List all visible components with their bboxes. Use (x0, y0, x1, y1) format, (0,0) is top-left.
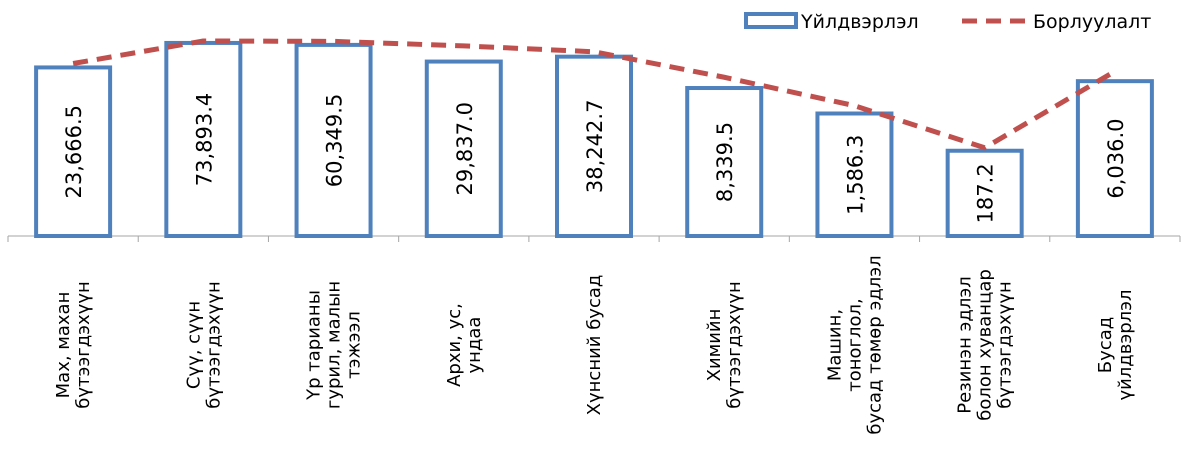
category-label: Хүнсний бусад (584, 275, 605, 416)
category-label: Архи, ус, (444, 303, 465, 387)
line-sales (72, 38, 1117, 151)
bar-production (555, 54, 633, 238)
bar-value-label: 73,893.4 (192, 93, 216, 187)
category-label: бусад төмөр эдлэл (864, 255, 885, 434)
category-label: Сүү, сүүн (183, 301, 204, 389)
category-label: тоноглол, (844, 298, 865, 391)
category-label: Химийн (704, 309, 725, 382)
category-label: Мах, махан (53, 292, 74, 399)
legend-label-sales: Борлуулалт (1033, 11, 1151, 33)
legend-bar-swatch (744, 12, 798, 29)
bar-value-label: 38,242.7 (583, 100, 607, 194)
category-label: ундаа (464, 317, 485, 374)
bar-production (294, 42, 373, 239)
category-label: үйлдвэрлэл (1115, 289, 1136, 400)
bar-value-label: 60,349.5 (323, 94, 347, 188)
category-label: тэжээл (344, 311, 365, 379)
category-label: бүтээгдэхүүн (724, 281, 745, 409)
category-label: бүтээгдэхүүн (73, 281, 94, 409)
bar-value-label: 1,586.3 (843, 135, 867, 215)
bar-production (424, 59, 503, 239)
category-label: Үр тарианы (304, 290, 325, 401)
category-label: Бусад (1095, 317, 1116, 373)
bar-production (34, 65, 113, 238)
plot-area: 23,666.5 73,893.4 60,349.5 29,837.0 38,242.7… (7, 38, 1181, 435)
bar-value-label: 29,837.0 (453, 102, 477, 196)
category-label: болон хуванцар (975, 269, 996, 421)
category-label: бүтээгдэхүүн (995, 281, 1016, 409)
category-label: бүтээгдэхүүн (203, 281, 224, 409)
bar-production (815, 111, 894, 238)
bar-value-label: 6,036.0 (1104, 119, 1128, 199)
legend-label-production: Үйлдвэрлэл (800, 11, 919, 33)
bar-production (1075, 79, 1154, 238)
bar-value-label: 23,666.5 (62, 105, 86, 199)
legend: Үйлдвэрлэл Борлуулалт (744, 11, 1151, 33)
category-label: гурил, малын (324, 281, 345, 409)
bar-value-label: 8,339.5 (713, 122, 737, 202)
category-label: Резинэн эдлэл (955, 276, 976, 414)
bar-production (945, 148, 1024, 239)
bar-value-label: 187.2 (974, 163, 998, 223)
category-label: Машин, (824, 309, 845, 381)
bar-production (685, 86, 764, 238)
